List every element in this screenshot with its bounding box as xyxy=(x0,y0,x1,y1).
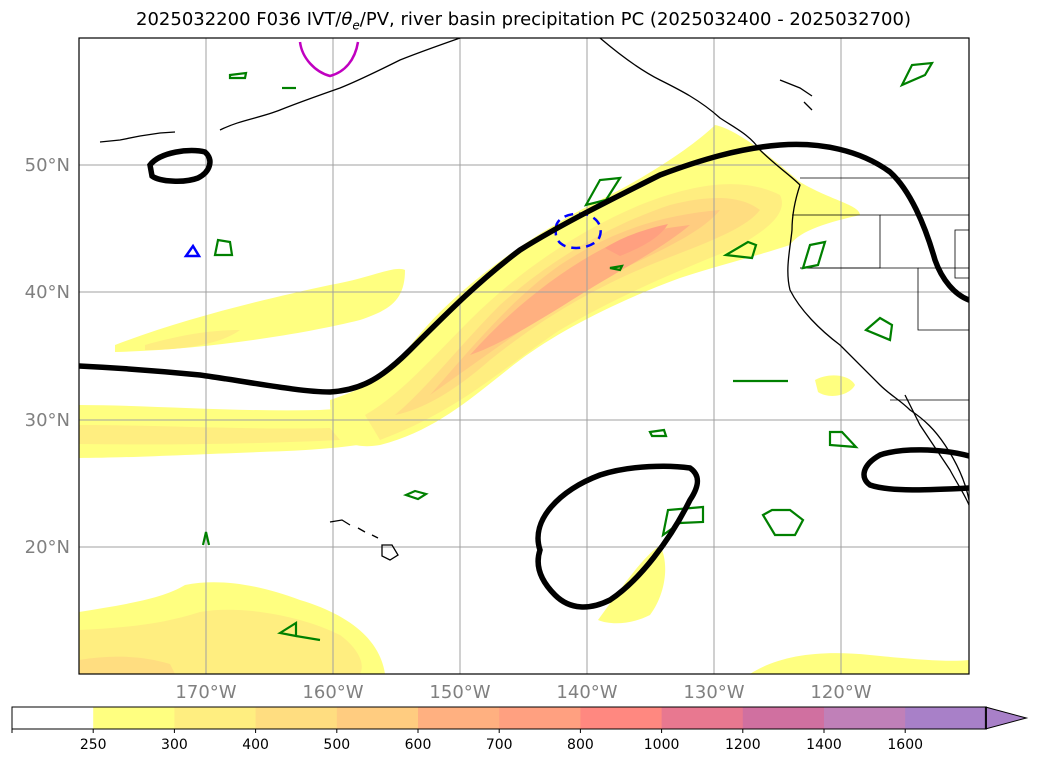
precip-contour-14 xyxy=(648,428,668,438)
ivt-socal-blob xyxy=(815,375,855,396)
negative-contour-dashed xyxy=(554,212,602,250)
ivt-ar-500 xyxy=(430,210,720,395)
colorbar-tick-label: 1400 xyxy=(806,737,842,753)
negative-contours xyxy=(183,212,602,258)
lat-label-30n: 30°N xyxy=(25,410,70,431)
colorbar-tick-label: 1200 xyxy=(725,737,761,753)
lat-label-50n: 50°N xyxy=(25,155,70,176)
ivt-band-subtropical-core xyxy=(79,425,340,445)
lat-label-20n: 20°N xyxy=(25,537,70,558)
aleutian-islands xyxy=(99,131,176,143)
colorbar-segment xyxy=(905,707,987,729)
ivt-ar-400 xyxy=(395,198,760,415)
colorbar-tick-label: 250 xyxy=(80,737,107,753)
lat-labels: 20°N 30°N 40°N 50°N xyxy=(25,155,70,558)
colorbar-segment xyxy=(93,707,175,729)
pv-contours xyxy=(79,141,969,610)
colorbar-segment xyxy=(742,707,825,729)
pv-contour-main xyxy=(79,141,969,395)
precip-contour-5 xyxy=(863,316,894,342)
map-title: 2025032200 F036 IVT/θe/PV, river basin p… xyxy=(0,9,1047,33)
colorbar-segment xyxy=(661,707,744,729)
ivt-southwest-band-400 xyxy=(79,656,175,674)
lon-labels: 170°W 160°W 150°W 140°W 130°W 120°W xyxy=(175,682,871,703)
negative-contour-small xyxy=(183,243,202,258)
title-theta: θ xyxy=(341,9,353,30)
wyoming-border xyxy=(954,229,969,279)
precip-contour-12 xyxy=(277,621,321,642)
colorbar-tick-label: 400 xyxy=(242,737,269,753)
nevada-border xyxy=(800,267,969,331)
colorbar-tick-label: 1600 xyxy=(887,737,923,753)
graticule xyxy=(79,38,969,674)
colorbar: 250 300 400 500 600 700 800 1000 1200 1400 1600 xyxy=(11,706,1029,753)
colorbar-segment xyxy=(580,707,663,729)
precip-contour-10 xyxy=(213,238,234,257)
precip-contour-16 xyxy=(201,531,211,546)
ivt-ar-700 xyxy=(605,224,668,256)
map-frame xyxy=(78,37,970,675)
precip-contour-6 xyxy=(828,430,859,449)
colorbar-segment xyxy=(336,707,419,729)
lon-label-140w: 140°W xyxy=(556,682,617,703)
colorbar-tick-label: 1000 xyxy=(644,737,680,753)
pv-contour-subtropical-low xyxy=(535,463,701,610)
precip-contour-4 xyxy=(801,240,827,270)
magenta-contour xyxy=(298,41,360,78)
lon-label-160w: 160°W xyxy=(302,682,363,703)
precip-contour-15 xyxy=(609,264,624,272)
lon-label-150w: 150°W xyxy=(429,682,490,703)
title-prefix: 2025032200 F036 IVT/ xyxy=(136,9,342,30)
alaska-peninsula-coast xyxy=(219,38,461,131)
precip-contour-3 xyxy=(722,240,758,260)
precip-contour-13 xyxy=(402,489,429,501)
precip-contour-11 xyxy=(228,71,248,80)
precip-contour-1 xyxy=(899,61,935,88)
coastal-islands xyxy=(779,79,813,111)
colorbar-segment xyxy=(499,707,581,729)
ivt-western-plume-core xyxy=(145,330,240,350)
lon-label-130w: 130°W xyxy=(683,682,744,703)
hawaiian-islands xyxy=(329,519,399,561)
ivt-southeast-band xyxy=(750,653,969,674)
pv-contour-low-north xyxy=(147,147,213,184)
north-america-west-coast xyxy=(599,38,969,501)
basin-precip-contours xyxy=(201,61,935,642)
political-borders xyxy=(792,177,969,401)
coastlines xyxy=(99,38,969,561)
map-area xyxy=(79,38,969,674)
colorbar-segment xyxy=(174,707,257,729)
lon-label-170w: 170°W xyxy=(175,682,236,703)
pv-contour-baja xyxy=(861,447,969,493)
colorbar-tick-label: 800 xyxy=(567,737,594,753)
colorbar-segment xyxy=(418,707,500,729)
colorbar-tick-label: 700 xyxy=(486,737,513,753)
title-theta-subscript: e xyxy=(352,18,360,33)
precip-contour-2 xyxy=(583,176,623,207)
title-suffix: /PV, river basin precipitation PC (20250… xyxy=(359,9,911,30)
colorbar-tick-label: 600 xyxy=(405,737,432,753)
ivt-ar-600 xyxy=(470,225,690,355)
colorbar-segment xyxy=(12,707,94,729)
colorbar-tick-label: 300 xyxy=(161,737,188,753)
colorbar-extend-arrow xyxy=(984,706,1029,730)
lon-label-120w: 120°W xyxy=(810,682,871,703)
colorbar-segment xyxy=(255,707,338,729)
colorbar-tick-label: 500 xyxy=(323,737,350,753)
lat-label-40n: 40°N xyxy=(25,282,70,303)
colorbar-segment xyxy=(824,707,906,729)
precip-contour-7 xyxy=(761,508,805,537)
